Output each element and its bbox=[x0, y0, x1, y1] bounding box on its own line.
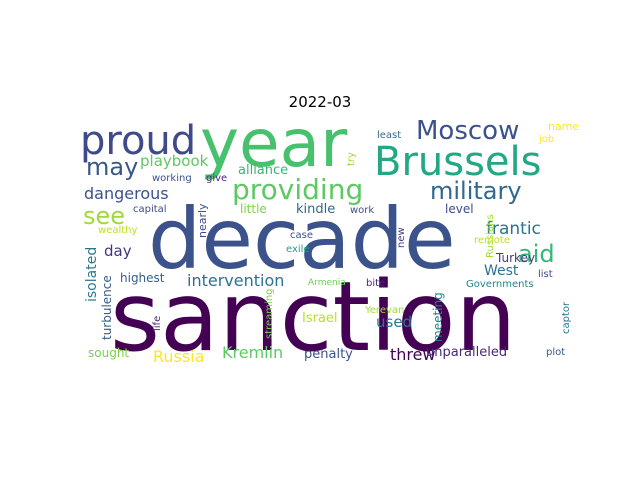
word-dangerous: dangerous bbox=[84, 184, 169, 203]
word-bite: bite bbox=[366, 278, 385, 289]
word-case: case bbox=[290, 230, 313, 241]
word-sanction: sanction bbox=[110, 261, 516, 373]
word-nearly: nearly bbox=[196, 203, 209, 238]
word-brussels: Brussels bbox=[374, 139, 541, 185]
word-penalty: penalty bbox=[304, 347, 353, 362]
word-used: used bbox=[376, 313, 412, 331]
word-least: least bbox=[377, 130, 401, 141]
word-frantic: frantic bbox=[486, 219, 541, 239]
word-try: try bbox=[346, 152, 357, 166]
word-little: little bbox=[240, 202, 267, 216]
word-year: year bbox=[200, 105, 348, 182]
word-see: see bbox=[83, 202, 125, 230]
word-threw: threw bbox=[390, 345, 436, 364]
word-work: work bbox=[350, 205, 374, 216]
word-life: life bbox=[152, 316, 163, 331]
word-armenia: Armenia bbox=[308, 278, 346, 288]
word-alliance: alliance bbox=[238, 163, 288, 178]
word-moscow: Moscow bbox=[416, 116, 519, 146]
word-military: military bbox=[430, 177, 522, 205]
word-wealthy: wealthy bbox=[98, 225, 137, 236]
word-streaming: streaming bbox=[264, 288, 275, 339]
word-russians: Russians bbox=[485, 214, 496, 258]
word-isolated: isolated bbox=[84, 247, 100, 302]
figure-title: 2022-03 bbox=[288, 93, 352, 111]
word-highest: highest bbox=[120, 271, 165, 285]
word-intervention: intervention bbox=[187, 271, 284, 290]
word-playbook: playbook bbox=[140, 152, 209, 170]
word-turkey: Turkey bbox=[495, 251, 535, 265]
word-exile: exile bbox=[286, 244, 310, 255]
word-proud: proud bbox=[80, 118, 196, 164]
word-turbulence: turbulence bbox=[100, 275, 114, 340]
word-kremlin: Kremlin bbox=[222, 343, 283, 362]
word-yerevan: Yerevan bbox=[364, 305, 404, 316]
word-plot: plot bbox=[546, 347, 565, 358]
word-list: list bbox=[538, 269, 553, 280]
word-meeting: meeting bbox=[431, 292, 445, 342]
word-aid: aid bbox=[518, 240, 555, 268]
word-sought: sought bbox=[88, 346, 129, 360]
word-level: level bbox=[445, 202, 474, 216]
word-may: may bbox=[86, 153, 138, 181]
word-captor: captor bbox=[561, 301, 572, 334]
word-job: job bbox=[538, 134, 554, 145]
word-name: name bbox=[548, 120, 579, 133]
word-israel: Israel bbox=[302, 311, 338, 326]
word-unparalleled: unparalleled bbox=[426, 345, 507, 360]
word-capital: capital bbox=[133, 204, 167, 215]
word-new: new bbox=[396, 227, 407, 248]
word-day: day bbox=[104, 242, 132, 260]
word-west: West bbox=[484, 263, 519, 279]
word-give: give bbox=[206, 173, 227, 184]
word-kindle: kindle bbox=[296, 202, 335, 217]
word-providing: providing bbox=[232, 173, 363, 206]
word-remote: remote bbox=[474, 235, 510, 246]
word-decade: decade bbox=[148, 190, 456, 288]
word-working: working bbox=[152, 173, 192, 184]
word-russia: Russia bbox=[153, 347, 204, 366]
word-governments: Governments bbox=[466, 279, 534, 290]
